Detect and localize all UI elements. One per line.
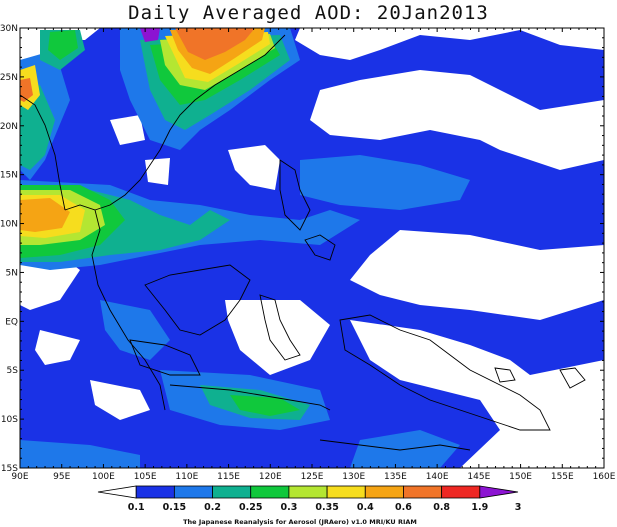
colorbar-label: 0.1 <box>128 502 145 513</box>
lat-tick-label: 5S <box>7 366 19 376</box>
lon-tick-label: 130E <box>342 472 365 482</box>
lat-tick-label: 15N <box>0 171 18 181</box>
colorbar-label: 0.8 <box>433 502 450 513</box>
colorbar-label: 3 <box>515 502 522 513</box>
colorbar-swatch <box>441 485 481 499</box>
lat-tick-label: 10S <box>1 415 18 425</box>
aod-0.2 <box>20 440 140 468</box>
colorbar: 0.1 0.15 0.2 0.25 0.3 0.35 0.4 0.6 0.8 1.9 3 <box>97 485 522 513</box>
coastlines <box>20 34 586 451</box>
lon-tick-label: 120E <box>259 472 282 482</box>
axis-ticks <box>19 27 605 469</box>
low-aod-region <box>228 145 280 190</box>
lon-tick-label: 95E <box>53 472 70 482</box>
colorbar-swatch <box>403 485 443 499</box>
colorbar-swatch <box>326 485 366 499</box>
aod-0.2 <box>100 300 170 360</box>
low-aod-region <box>225 300 330 375</box>
lon-tick-label: 145E <box>467 472 490 482</box>
aod-0.6 <box>20 198 70 232</box>
lon-tick-label: 105E <box>134 472 157 482</box>
low-aod-region <box>90 380 150 420</box>
colorbar-label: 0.35 <box>315 502 338 513</box>
colorbar-swatch <box>250 485 290 499</box>
aod-0.3 <box>48 30 78 60</box>
low-aod-region <box>350 320 604 468</box>
aod-0.2 <box>300 155 470 210</box>
lon-tick-label: 100E <box>92 472 115 482</box>
aod-field <box>20 28 604 468</box>
lon-tick-label: 115E <box>217 472 240 482</box>
lat-tick-label: 25N <box>0 73 18 83</box>
lon-tick-label: 125E <box>301 472 324 482</box>
colorbar-label: 0.2 <box>204 502 221 513</box>
lat-tick-label: 10N <box>0 220 18 230</box>
low-aod-region <box>35 330 80 365</box>
lon-tick-label: 150E <box>509 472 532 482</box>
credit-line: The Japanese Reanalysis for Aerosol (JRA… <box>183 518 417 526</box>
lon-tick-label: 90E <box>11 472 28 482</box>
colorbar-label: 1.9 <box>471 502 488 513</box>
lon-tick-label: 140E <box>426 472 449 482</box>
colorbar-label: 0.15 <box>163 502 186 513</box>
colorbar-swatch <box>212 485 252 499</box>
map-title: Daily Averaged AOD: 20Jan2013 <box>128 2 489 24</box>
low-aod-region <box>310 70 604 170</box>
lon-tick-label: 160E <box>593 472 616 482</box>
aod-0.8 <box>20 78 33 102</box>
lat-tick-label: EQ <box>5 317 18 327</box>
colorbar-swatch <box>97 485 137 499</box>
lon-tick-label: 135E <box>384 472 407 482</box>
colorbar-label: 0.3 <box>280 502 297 513</box>
lon-tick-label: 110E <box>175 472 198 482</box>
aod-0.8 <box>175 28 255 60</box>
lon-tick-labels: 90E 95E 100E 105E 110E 115E 120E 125E 130E 135E 14… <box>11 472 615 482</box>
lat-tick-labels: 30N 25N 20N 15N 10N 5N EQ 5S 10S 15S <box>0 24 18 474</box>
colorbar-label: 0.6 <box>395 502 412 513</box>
colorbar-swatch <box>135 485 175 499</box>
colorbar-label: 0.25 <box>239 502 262 513</box>
lat-tick-label: 15S <box>1 464 18 474</box>
colorbar-swatch <box>479 485 519 499</box>
lat-tick-label: 20N <box>0 122 18 132</box>
colorbar-swatch <box>288 485 328 499</box>
colorbar-swatch <box>173 485 213 499</box>
colorbar-label: 0.4 <box>357 502 374 513</box>
low-aod-region <box>295 28 604 60</box>
low-aod-region <box>350 230 604 320</box>
lat-tick-label: 30N <box>0 24 18 34</box>
aod-0.3 <box>230 395 300 416</box>
colorbar-swatch <box>364 485 404 499</box>
lon-tick-label: 155E <box>551 472 574 482</box>
low-aod-region <box>110 115 145 145</box>
low-aod-region <box>20 255 80 310</box>
low-aod-region <box>145 158 170 185</box>
lat-tick-label: 5N <box>6 268 18 278</box>
